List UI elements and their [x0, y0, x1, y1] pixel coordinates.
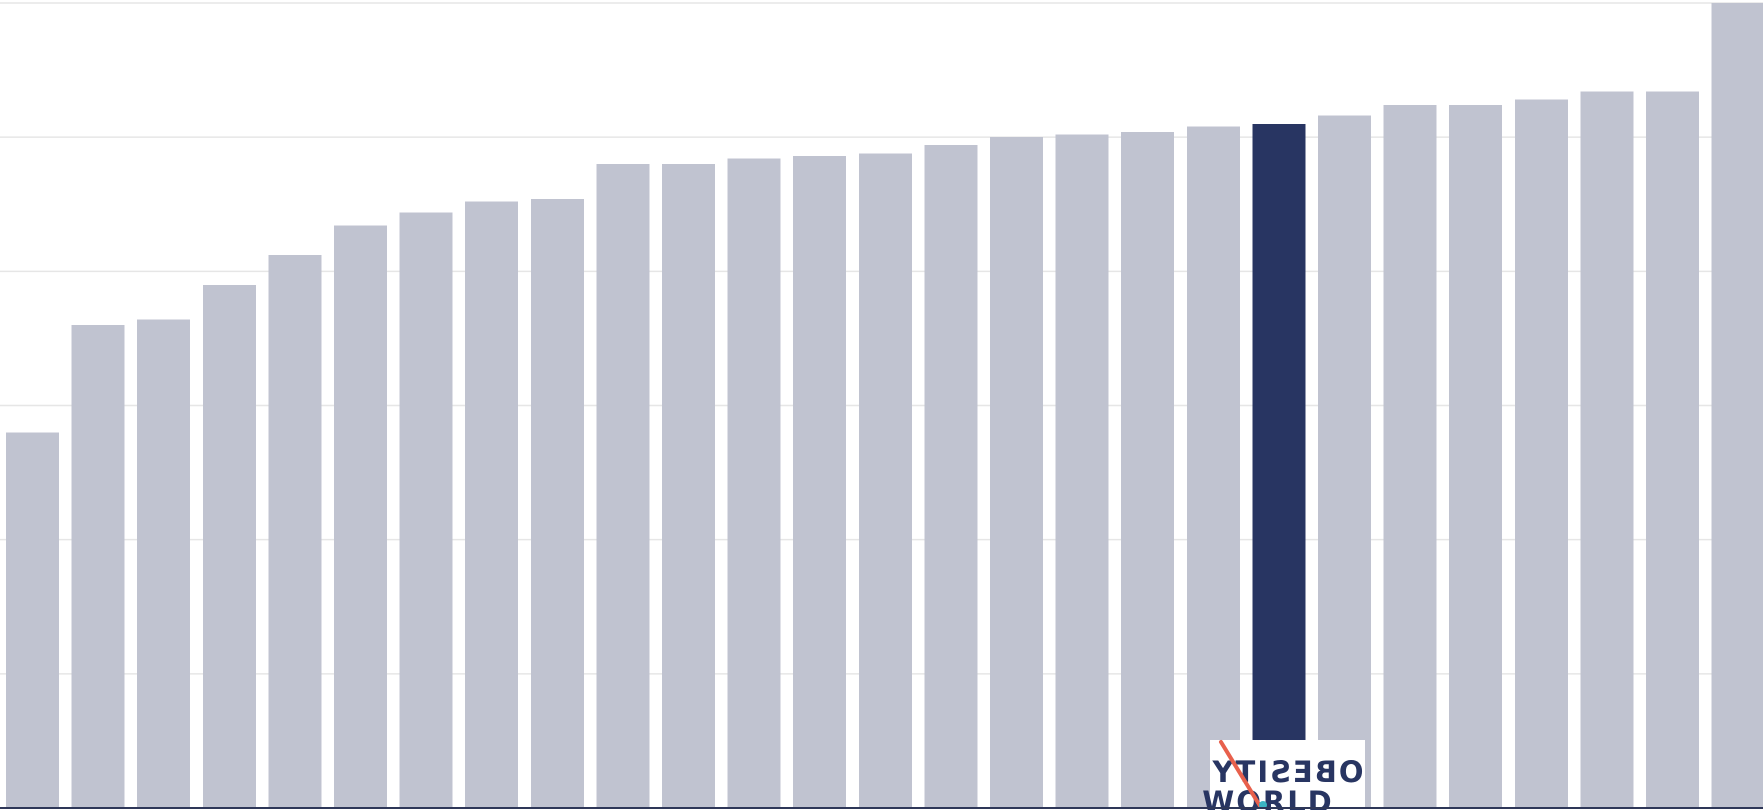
bar [1646, 91, 1699, 808]
logo-line-2: WORLD [1202, 785, 1334, 810]
bar-highlighted [1252, 123, 1306, 809]
logo-background [1210, 740, 1365, 810]
bar [1580, 91, 1634, 808]
bar [530, 198, 584, 808]
bar [596, 164, 650, 808]
bar [268, 255, 322, 808]
bar [990, 137, 1043, 808]
obesity-world-logo: OBESITY WORLD [1202, 740, 1365, 810]
bar [1318, 115, 1371, 808]
bar [858, 153, 912, 809]
bar [399, 212, 453, 809]
bar [202, 284, 256, 809]
bar [1383, 105, 1437, 808]
bar [1186, 126, 1240, 808]
logo-line-1: OBESITY [1210, 755, 1363, 789]
bar [465, 201, 519, 809]
bar [1514, 99, 1568, 809]
bar [137, 319, 191, 808]
bar [334, 225, 387, 808]
bar [924, 145, 978, 808]
bar [793, 155, 847, 808]
bar [1055, 134, 1109, 808]
bars [6, 3, 1763, 809]
bar [1449, 105, 1503, 808]
bar [727, 158, 781, 809]
logo-slash-mark [1219, 740, 1262, 808]
bar [1121, 131, 1175, 809]
bar [1711, 3, 1763, 808]
bar [71, 325, 125, 808]
bar [6, 432, 59, 808]
bar [662, 164, 715, 808]
